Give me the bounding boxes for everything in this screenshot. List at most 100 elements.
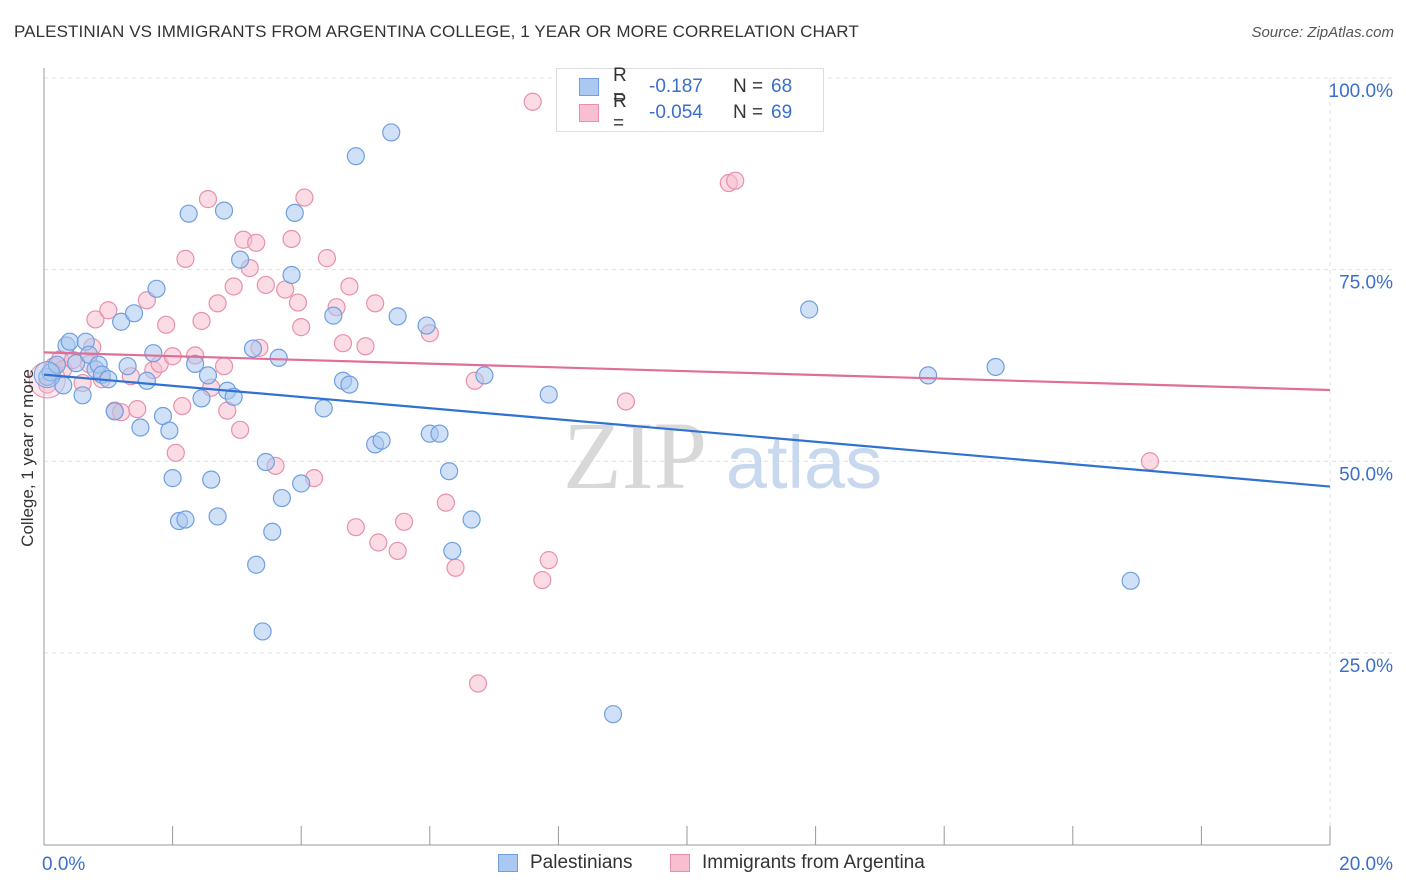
data-point-palestinians <box>160 421 179 440</box>
legend-swatch-pink <box>670 854 690 872</box>
data-point-argentina <box>340 277 359 296</box>
data-point-argentina <box>224 277 243 296</box>
legend-row-palestinians: R = -0.187 N = 68 <box>579 65 855 108</box>
data-point-argentina <box>317 249 337 268</box>
y-tick-label: 25.0% <box>1339 656 1393 677</box>
series-legend: Palestinians Immigrants from Argentina <box>0 852 1406 876</box>
legend-swatch-pink <box>579 104 599 122</box>
source-label: Source: ZipAtlas.com <box>1251 24 1394 41</box>
y-tick-label: 50.0% <box>1339 464 1393 485</box>
data-point-palestinians <box>247 555 266 574</box>
legend-row-argentina: R = -0.054 N = 69 <box>579 91 855 134</box>
data-point-palestinians <box>243 339 263 358</box>
data-point-argentina <box>288 293 308 312</box>
legend-label-argentina: Immigrants from Argentina <box>702 852 925 873</box>
y-axis-label: College, 1 year or more <box>18 369 37 547</box>
data-point-palestinians <box>1121 571 1140 590</box>
data-point-palestinians <box>144 344 163 363</box>
data-point-palestinians <box>163 469 182 488</box>
data-point-argentina <box>173 396 192 416</box>
data-point-argentina <box>128 400 147 419</box>
correlation-legend: R = -0.187 N = 68 R = -0.054 N = 69 <box>556 65 824 134</box>
data-point-palestinians <box>475 366 494 385</box>
legend-item-argentina[interactable]: Immigrants from Argentina <box>670 852 925 874</box>
tick-labels: 25.0% 50.0% 75.0% 100.0% 0.0% 20.0% <box>42 81 1393 875</box>
watermark-zip: ZIP <box>563 402 707 509</box>
data-point-argentina <box>208 294 227 313</box>
trend-line-argentina <box>43 351 1331 392</box>
data-point-argentina <box>214 357 234 376</box>
data-point-palestinians <box>282 265 301 285</box>
data-point-argentina <box>366 294 385 313</box>
y-tick-label: 100.0% <box>1329 81 1394 102</box>
data-point-palestinians <box>314 399 333 418</box>
data-point-palestinians <box>340 375 359 394</box>
data-point-palestinians <box>60 332 79 351</box>
data-point-palestinians <box>202 470 221 489</box>
data-point-argentina <box>394 512 414 531</box>
data-point-palestinians <box>443 541 462 561</box>
data-point-argentina <box>295 188 314 207</box>
legend-label-palestinians: Palestinians <box>530 852 633 873</box>
chart-title: PALESTINIAN VS IMMIGRANTS FROM ARGENTINA… <box>14 22 859 41</box>
data-point-argentina <box>198 190 218 209</box>
data-point-palestinians <box>176 510 195 529</box>
data-point-argentina <box>523 92 542 111</box>
data-point-argentina <box>86 310 105 329</box>
data-point-argentina <box>166 443 185 462</box>
data-point-palestinians <box>430 424 449 443</box>
data-point-argentina <box>533 570 552 590</box>
data-point-argentina <box>436 493 455 512</box>
data-point-palestinians <box>186 354 205 374</box>
legend-n-label: N = <box>733 76 764 97</box>
data-point-palestinians <box>986 357 1005 377</box>
axes <box>43 68 1331 846</box>
legend-r-value: -0.187 <box>649 76 703 97</box>
data-point-palestinians <box>269 348 288 367</box>
data-point-argentina <box>231 420 250 439</box>
legend-n-label: N = <box>733 102 764 123</box>
trend-lines <box>43 351 1331 488</box>
legend-r-label: R = <box>613 91 627 134</box>
data-point-palestinians <box>214 201 234 220</box>
data-point-argentina <box>333 334 353 353</box>
data-point-palestinians <box>272 488 292 508</box>
series-argentina <box>28 76 1160 693</box>
watermark-atlas: atlas <box>726 421 882 504</box>
data-point-palestinians <box>131 418 150 437</box>
data-point-argentina <box>346 518 365 537</box>
data-point-palestinians <box>253 622 272 641</box>
data-point-palestinians <box>137 371 156 390</box>
data-point-palestinians <box>67 354 86 373</box>
data-point-palestinians <box>73 386 92 405</box>
data-point-argentina <box>468 674 488 693</box>
data-point-argentina <box>1140 452 1160 471</box>
gridlines <box>44 77 1393 845</box>
data-point-palestinians <box>462 510 481 529</box>
data-point-argentina <box>157 315 176 334</box>
data-point-palestinians <box>800 300 819 319</box>
data-point-palestinians <box>285 203 304 223</box>
data-point-argentina <box>388 541 407 561</box>
data-point-argentina <box>282 229 301 249</box>
trend-line-palestinians <box>43 373 1331 488</box>
data-point-palestinians <box>439 462 459 481</box>
data-point-palestinians <box>147 279 166 298</box>
legend-n-value: 68 <box>771 76 793 97</box>
data-point-palestinians <box>179 204 198 223</box>
data-point-argentina <box>176 249 195 268</box>
data-point-palestinians <box>919 366 938 385</box>
legend-n-value: 69 <box>771 102 793 123</box>
legend-item-palestinians[interactable]: Palestinians <box>498 852 632 874</box>
data-point-argentina <box>356 337 375 356</box>
data-point-argentina <box>446 558 465 577</box>
data-point-palestinians <box>263 522 282 541</box>
y-tick-label: 75.0% <box>1339 273 1393 294</box>
data-point-palestinians <box>47 355 66 374</box>
data-point-argentina <box>369 533 388 552</box>
legend-swatch-blue <box>498 854 518 872</box>
data-point-palestinians <box>105 402 124 421</box>
data-point-argentina <box>726 171 745 190</box>
data-point-palestinians <box>231 250 250 269</box>
